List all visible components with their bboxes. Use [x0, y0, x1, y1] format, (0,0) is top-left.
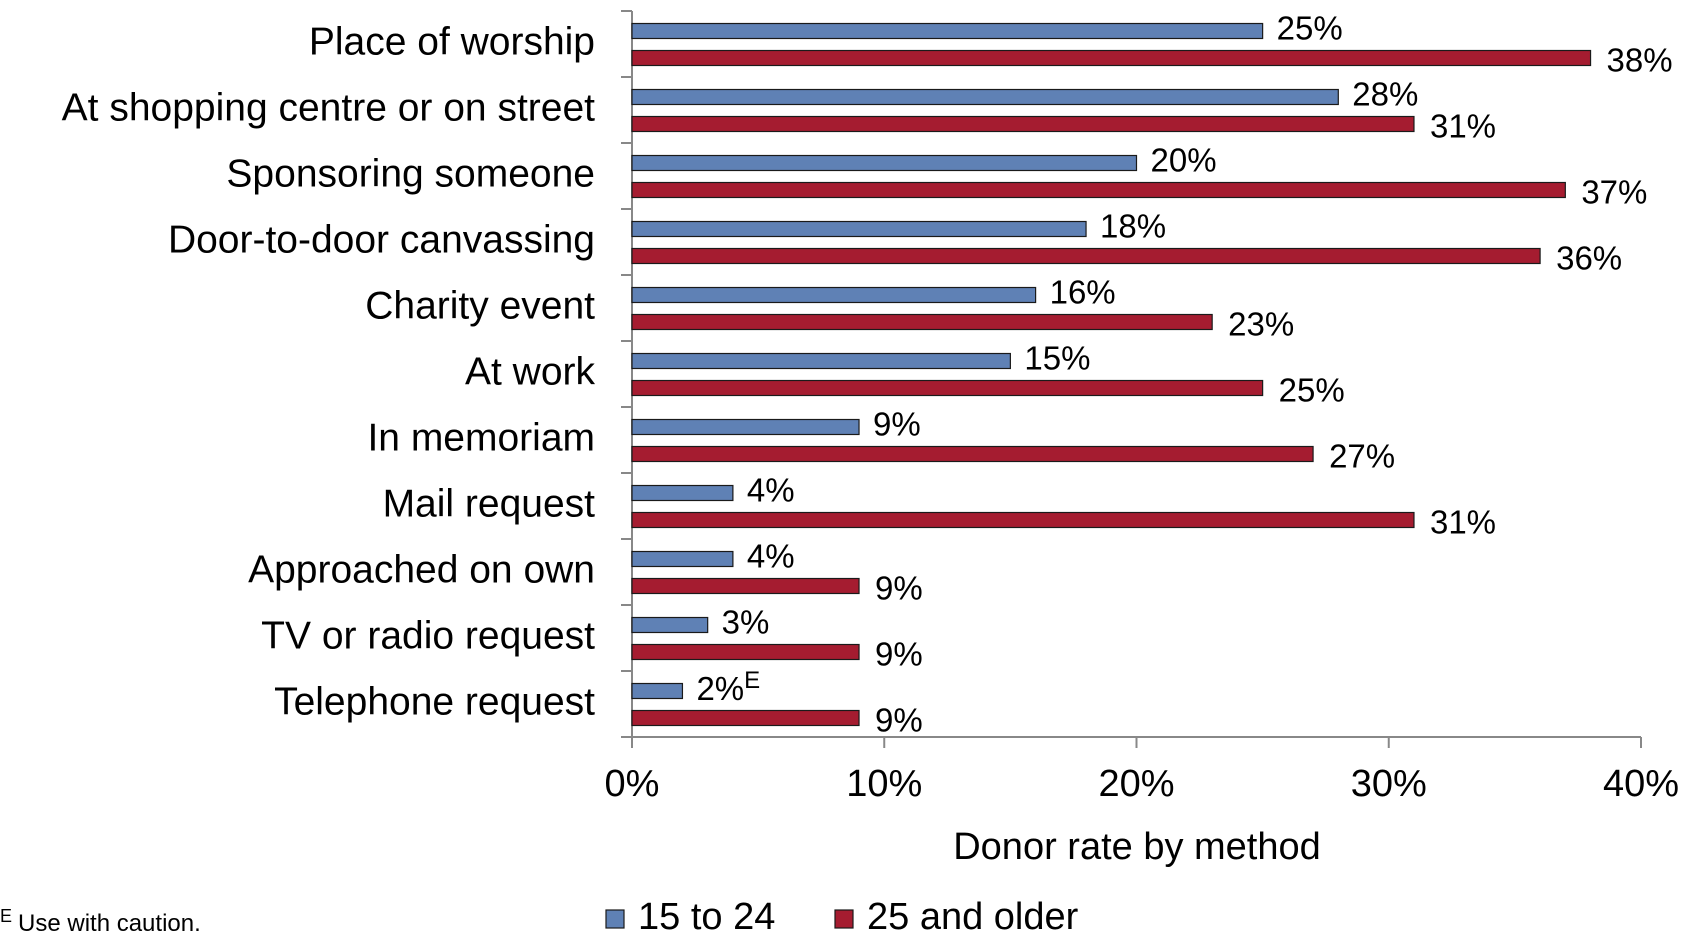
- bar: [631, 115, 1415, 133]
- bar: [631, 49, 1592, 67]
- bar: [631, 577, 860, 595]
- bar: [631, 22, 1264, 40]
- bar: [631, 352, 1011, 370]
- y-tick-label: Charity event: [365, 284, 595, 327]
- data-label-value: 2%: [696, 670, 744, 707]
- legend-swatch: [605, 909, 625, 929]
- bar: [631, 445, 1314, 463]
- y-tick-label: Telephone request: [274, 680, 595, 723]
- bar: [631, 88, 1339, 106]
- data-label: 37%: [1581, 174, 1647, 211]
- data-label: 4%: [747, 538, 795, 575]
- legend-label: 15 to 24: [638, 896, 775, 935]
- y-tick-label: Mail request: [383, 482, 596, 525]
- y-tick-label: At work: [465, 350, 596, 393]
- footnote-text: Use with caution.: [18, 910, 201, 935]
- bar: [631, 643, 860, 661]
- bar: [631, 379, 1264, 397]
- data-label: 25%: [1279, 372, 1345, 409]
- data-label: 18%: [1100, 208, 1166, 245]
- x-tick-label: 0%: [605, 763, 660, 805]
- data-label: 31%: [1430, 108, 1496, 145]
- data-label: 4%: [747, 472, 795, 509]
- data-label: 9%: [873, 406, 921, 443]
- y-tick-label: Door-to-door canvassing: [168, 218, 595, 261]
- data-label: 36%: [1556, 240, 1622, 277]
- data-label: 9%: [875, 636, 923, 673]
- legend-label: 25 and older: [867, 896, 1079, 935]
- bar: [631, 418, 860, 436]
- bar: [631, 682, 684, 700]
- data-label: 9%: [875, 570, 923, 607]
- bar: [631, 511, 1415, 529]
- data-label: 23%: [1228, 306, 1294, 343]
- x-tick-label: 40%: [1603, 763, 1679, 805]
- data-label: 2%E: [696, 667, 760, 706]
- y-tick-label: Place of worship: [309, 20, 595, 63]
- data-label: 31%: [1430, 504, 1496, 541]
- data-label: 28%: [1352, 76, 1418, 113]
- legend-swatch: [834, 909, 854, 929]
- data-label: 3%: [722, 604, 770, 641]
- bar: [631, 616, 709, 634]
- data-label: 15%: [1024, 340, 1090, 377]
- data-label-marker: E: [744, 667, 760, 694]
- footnote-marker: E: [0, 906, 12, 926]
- bar: [631, 220, 1087, 238]
- x-tick-label: 20%: [1098, 763, 1174, 805]
- bar: [631, 313, 1213, 331]
- x-axis-title: Donor rate by method: [953, 826, 1321, 868]
- bar: [631, 181, 1566, 199]
- y-tick-label: Sponsoring someone: [226, 152, 595, 195]
- data-label: 25%: [1277, 10, 1343, 47]
- x-tick-label: 10%: [846, 763, 922, 805]
- y-tick-label: Approached on own: [248, 548, 595, 591]
- data-label: 16%: [1050, 274, 1116, 311]
- data-label: 9%: [875, 702, 923, 739]
- footnote: E Use with caution.: [0, 906, 201, 935]
- y-tick-label: TV or radio request: [261, 614, 595, 657]
- bar: [631, 154, 1138, 172]
- bar: [631, 247, 1541, 265]
- data-label: 20%: [1151, 142, 1217, 179]
- y-tick-label: In memoriam: [367, 416, 595, 459]
- bar: [631, 286, 1037, 304]
- data-label: 27%: [1329, 438, 1395, 475]
- bar: [631, 709, 860, 727]
- data-label: 38%: [1607, 42, 1673, 79]
- y-tick-label: At shopping centre or on street: [62, 86, 595, 129]
- x-tick-label: 30%: [1351, 763, 1427, 805]
- bar: [631, 550, 734, 568]
- bar: [631, 484, 734, 502]
